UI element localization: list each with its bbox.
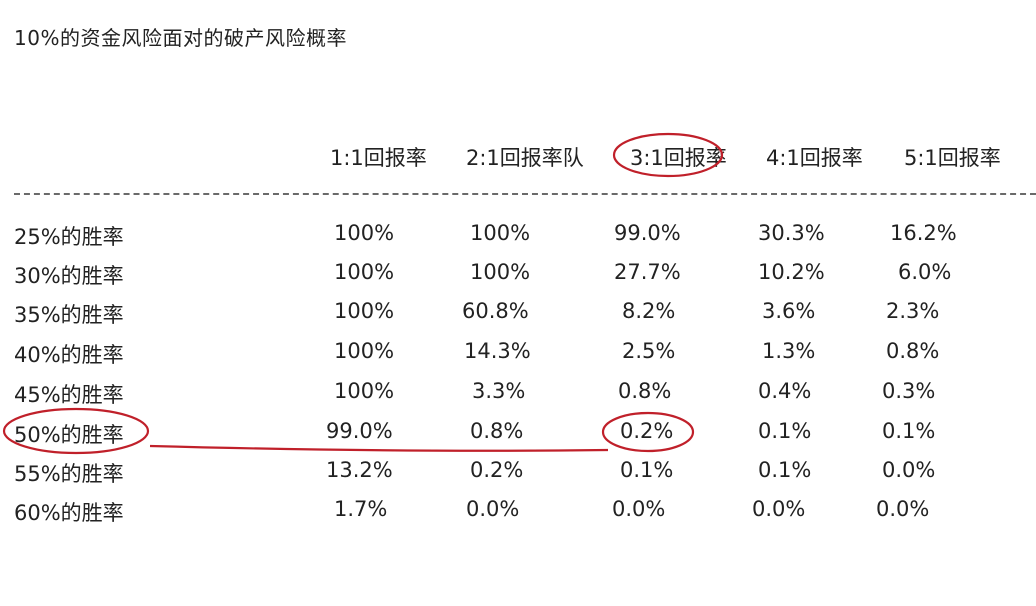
table-cell: 100% bbox=[470, 221, 531, 245]
column-header-1to1: 1:1回报率 bbox=[330, 146, 427, 170]
table-cell: 10.2% bbox=[758, 260, 825, 284]
table-cell: 0.3% bbox=[882, 379, 936, 403]
table-cell: 99.0% bbox=[614, 221, 681, 245]
table-cell: 8.2% bbox=[622, 299, 676, 323]
table-cell: 2.5% bbox=[622, 339, 676, 363]
table-cell: 0.1% bbox=[882, 419, 936, 443]
table-cell: 16.2% bbox=[890, 221, 957, 245]
table-cell: 60.8% bbox=[462, 299, 529, 323]
table-title: 10%的资金风险面对的破产风险概率 bbox=[14, 26, 347, 50]
column-header-2to1: 2:1回报率队 bbox=[466, 146, 584, 170]
table-cell: 0.8% bbox=[470, 419, 524, 443]
table-cell: 14.3% bbox=[464, 339, 531, 363]
table-cell: 0.0% bbox=[612, 497, 666, 521]
table-cell: 0.0% bbox=[466, 497, 520, 521]
table-cell: 0.1% bbox=[758, 419, 812, 443]
column-header-4to1: 4:1回报率 bbox=[766, 146, 863, 170]
row-label: 60%的胜率 bbox=[14, 501, 124, 525]
table-cell: 100% bbox=[334, 379, 395, 403]
row-label-highlighted: 50%的胜率 bbox=[14, 423, 124, 447]
table-cell: 1.7% bbox=[334, 497, 388, 521]
row-label: 45%的胜率 bbox=[14, 383, 124, 407]
row-label: 55%的胜率 bbox=[14, 462, 124, 486]
table-cell: 0.1% bbox=[620, 458, 674, 482]
table-cell: 0.2% bbox=[470, 458, 524, 482]
column-header-3to1: 3:1回报率 bbox=[630, 146, 727, 170]
table-cell: 100% bbox=[334, 339, 395, 363]
table-cell: 100% bbox=[334, 299, 395, 323]
table-cell: 27.7% bbox=[614, 260, 681, 284]
table-cell-highlighted: 0.2% bbox=[620, 419, 674, 443]
table-cell: 0.0% bbox=[876, 497, 930, 521]
row-label: 35%的胜率 bbox=[14, 303, 124, 327]
table-cell: 0.8% bbox=[886, 339, 940, 363]
table-cell: 1.3% bbox=[762, 339, 816, 363]
table-cell: 100% bbox=[470, 260, 531, 284]
table-cell: 2.3% bbox=[886, 299, 940, 323]
row-label: 25%的胜率 bbox=[14, 225, 124, 249]
row-label: 40%的胜率 bbox=[14, 343, 124, 367]
table-cell: 0.4% bbox=[758, 379, 812, 403]
table-cell: 0.1% bbox=[758, 458, 812, 482]
table-cell: 0.0% bbox=[882, 458, 936, 482]
table-cell: 0.8% bbox=[618, 379, 672, 403]
column-header-5to1: 5:1回报率 bbox=[904, 146, 1001, 170]
underline-annotation-50pct-row bbox=[149, 444, 609, 452]
table-cell: 13.2% bbox=[326, 458, 393, 482]
table-cell: 3.6% bbox=[762, 299, 816, 323]
table-cell: 6.0% bbox=[898, 260, 952, 284]
header-divider bbox=[14, 193, 1036, 195]
table-cell: 99.0% bbox=[326, 419, 393, 443]
table-cell: 30.3% bbox=[758, 221, 825, 245]
table-cell: 3.3% bbox=[472, 379, 526, 403]
table-cell: 100% bbox=[334, 260, 395, 284]
table-cell: 100% bbox=[334, 221, 395, 245]
table-cell: 0.0% bbox=[752, 497, 806, 521]
row-label: 30%的胜率 bbox=[14, 264, 124, 288]
